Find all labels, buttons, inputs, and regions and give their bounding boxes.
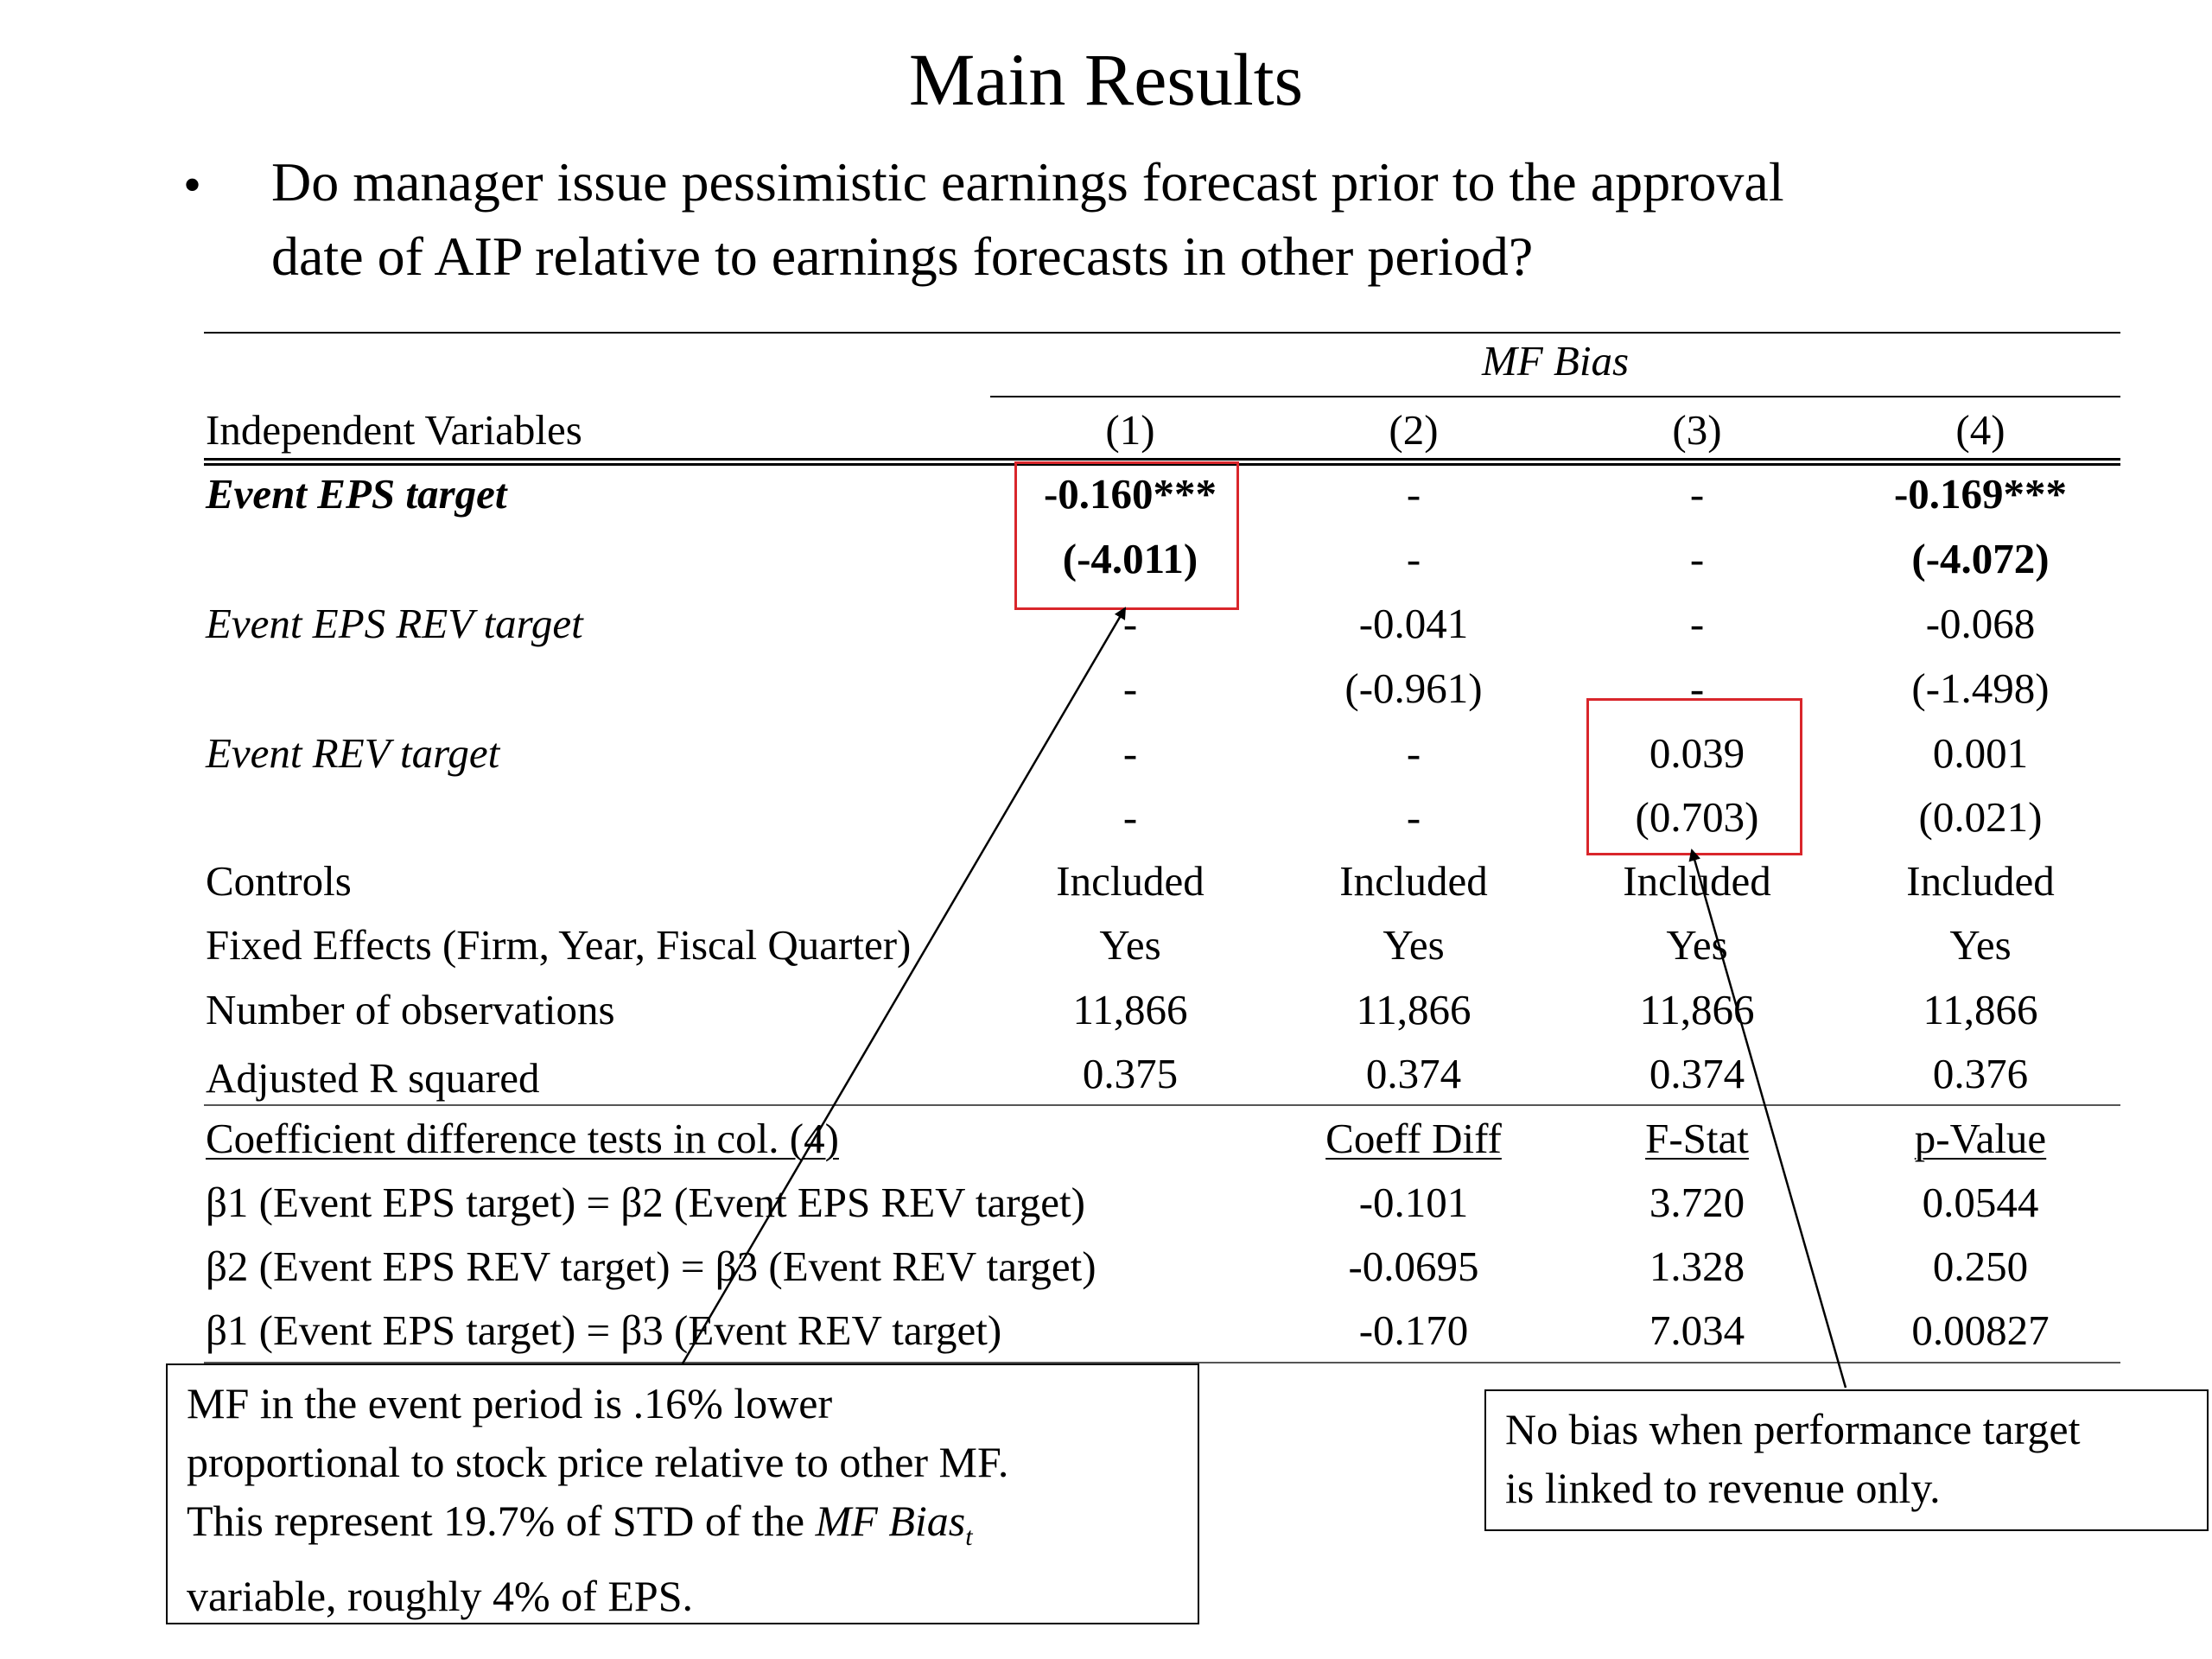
tests-header-p-value: p-Value [1914, 1115, 2047, 1162]
research-question-line: Do manager issue pessimistic earnings fo… [271, 151, 1784, 213]
note-line: is linked to revenue only. [1505, 1464, 1941, 1512]
note-line: proportional to stock price relative to … [187, 1438, 1009, 1486]
row-label-event-eps-target: Event EPS target [206, 470, 507, 518]
table-cell: -0.101 [1358, 1179, 1469, 1226]
table-cell: 0.039 [1649, 729, 1745, 777]
table-cell: (-1.498) [1911, 664, 2050, 712]
note-line: variable, roughly 4% of EPS. [187, 1572, 694, 1620]
table-cell: Yes [1382, 921, 1445, 969]
note-text: This represent 19.7% of STD of the [187, 1497, 816, 1545]
table-cell: 0.375 [1082, 1050, 1179, 1097]
table-cell: - [1122, 600, 1138, 647]
table-cell: -0.170 [1358, 1306, 1469, 1354]
research-question: Do manager issue pessimistic earnings fo… [271, 145, 2043, 294]
row-label-fixed-effects: Fixed Effects (Firm, Year, Fiscal Quarte… [206, 921, 912, 969]
row-label-controls: Controls [206, 857, 352, 905]
table-cell: 7.034 [1649, 1306, 1745, 1354]
callout-note-right: No bias when performance target is linke… [1484, 1389, 2209, 1531]
bullet-point-icon: • [183, 156, 202, 213]
table-cell: Yes [1099, 921, 1161, 969]
table-cell: - [1406, 729, 1421, 777]
table-cell: 0.376 [1932, 1050, 2029, 1097]
table-cell: - [1406, 535, 1421, 582]
table-cell: 3.720 [1649, 1179, 1745, 1226]
arrow-right-callout [1688, 849, 1847, 1389]
table-cell: -0.068 [1925, 600, 2036, 647]
note-line: No bias when performance target [1505, 1405, 2081, 1453]
table-cell: - [1406, 470, 1421, 518]
note-line: This represent 19.7% of STD of the MF Bi… [187, 1491, 1179, 1567]
tests-header-f-stat: F-Stat [1645, 1115, 1749, 1162]
page-title: Main Results [908, 38, 1304, 121]
table-cell: Included [1339, 857, 1488, 905]
table-cell: - [1122, 729, 1138, 777]
table-cell: - [1122, 664, 1138, 712]
table-cell: - [1689, 470, 1705, 518]
test-label: β1 (Event EPS target) = β2 (Event EPS RE… [206, 1179, 1085, 1226]
tests-header-label: Coefficient difference tests in col. (4) [206, 1115, 839, 1162]
callout-note-left: MF in the event period is .16% lower pro… [166, 1363, 1199, 1624]
table-cell: Yes [1949, 921, 2012, 969]
table-top-rule [204, 332, 2120, 334]
tests-header-coeff-diff: Coeff Diff [1325, 1115, 1502, 1162]
note-subscript: t [965, 1522, 973, 1551]
column-header: (3) [1672, 406, 1722, 454]
table-cell: Included [1056, 857, 1205, 905]
research-question-line: date of AIP relative to earnings forecas… [271, 226, 1534, 287]
table-cell: - [1689, 535, 1705, 582]
table-cell: -0.0695 [1348, 1243, 1479, 1290]
table-cell: 0.001 [1932, 729, 2029, 777]
table-cell: 0.374 [1649, 1050, 1745, 1097]
table-cell: (-0.961) [1344, 664, 1483, 712]
table-cell: 0.374 [1365, 1050, 1462, 1097]
table-cell: -0.160*** [1043, 470, 1217, 518]
test-label: β1 (Event EPS target) = β3 (Event REV ta… [206, 1306, 1002, 1354]
table-cell: - [1406, 793, 1421, 841]
row-label-adjusted-r-squared: Adjusted R squared [206, 1054, 540, 1102]
table-cell: - [1689, 600, 1705, 647]
table-cell: (-4.011) [1062, 535, 1198, 582]
table-cell: 1.328 [1649, 1243, 1745, 1290]
column-header: (1) [1105, 406, 1155, 454]
table-cell: - [1122, 793, 1138, 841]
table-cell: 11,866 [1639, 986, 1755, 1033]
table-cell: 0.0544 [1922, 1179, 2039, 1226]
tests-separator-rule [204, 1104, 2120, 1106]
highlight-box-col1-eps [1014, 461, 1239, 610]
column-header: (4) [1955, 406, 2005, 454]
table-cell: (0.021) [1918, 793, 2043, 841]
table-cell: -0.169*** [1893, 470, 2068, 518]
header-double-rule [204, 458, 2120, 466]
table-bottom-rule [204, 1362, 2120, 1363]
table-cell: Yes [1666, 921, 1728, 969]
arrow-left-callout [681, 607, 1127, 1364]
note-line: MF in the event period is .16% lower [187, 1379, 833, 1427]
table-cell: Included [1906, 857, 2055, 905]
table-cell: 0.250 [1932, 1243, 2029, 1290]
table-cell: (-4.072) [1911, 535, 2050, 582]
table-cell: 0.00827 [1911, 1306, 2050, 1354]
note-variable: MF Bias [815, 1497, 966, 1545]
table-cell: -0.041 [1358, 600, 1469, 647]
row-label-event-rev-target: Event REV target [206, 729, 500, 777]
table-cell: 11,866 [1923, 986, 2038, 1033]
test-label: β2 (Event EPS REV target) = β3 (Event RE… [206, 1243, 1096, 1290]
table-cell: 11,866 [1072, 986, 1188, 1033]
row-label-event-eps-rev-target: Event EPS REV target [206, 600, 583, 647]
table-cell: (0.703) [1635, 793, 1759, 841]
table-cell: 11,866 [1356, 986, 1471, 1033]
dependent-variable-header: MF Bias [1481, 337, 1630, 385]
independent-variables-header: Independent Variables [206, 406, 582, 454]
mf-bias-rule [990, 396, 2120, 397]
row-label-observations: Number of observations [206, 986, 615, 1033]
column-header: (2) [1389, 406, 1439, 454]
